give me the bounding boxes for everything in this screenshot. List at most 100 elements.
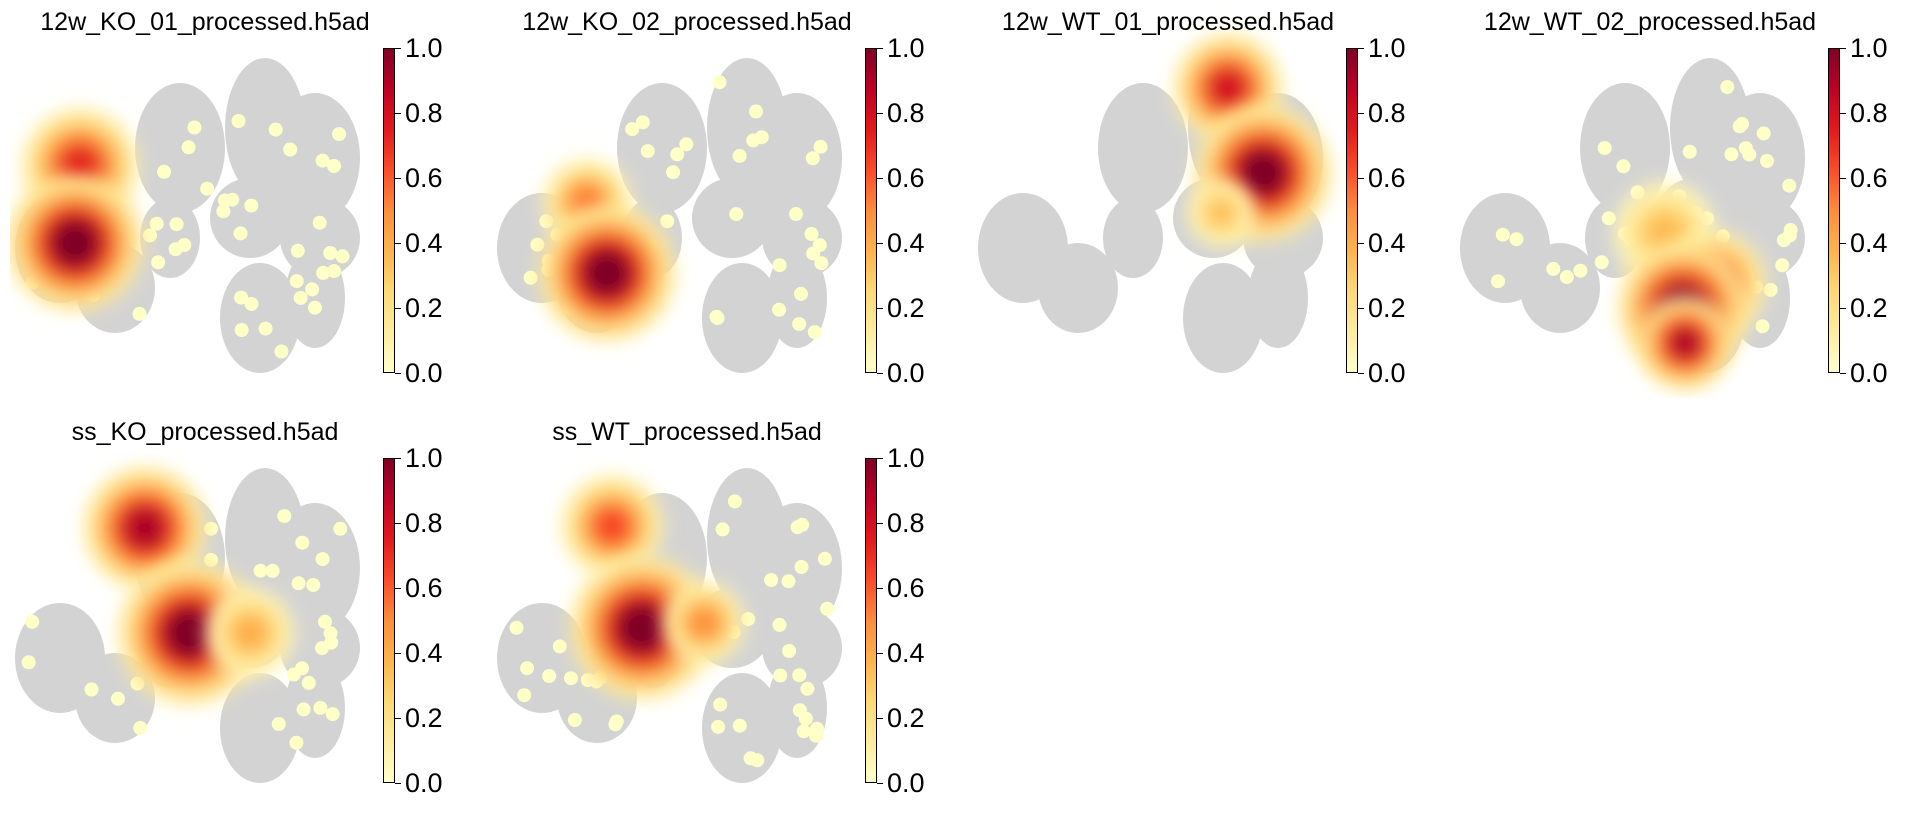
- cell-point: [327, 159, 341, 173]
- cell-point: [1755, 319, 1770, 334]
- colorbar-tick-label: 0.0: [887, 358, 925, 388]
- colorbar-tick-label: 0.8: [1850, 98, 1888, 128]
- colorbar-tick-mark: [1358, 113, 1364, 114]
- cell-point: [265, 563, 280, 578]
- background-cell-cluster: [270, 503, 360, 633]
- umap-panel: 12w_WT_02_processed.h5ad 0.0 0.2 0.4 0.6 0.8 1…: [1455, 8, 1908, 408]
- cell-point: [679, 137, 694, 152]
- cell-point: [764, 573, 779, 587]
- cell-point: [1760, 153, 1774, 168]
- panel-title: 12w_KO_01_processed.h5ad: [40, 8, 370, 36]
- cell-point: [204, 553, 219, 567]
- cell-point: [625, 122, 640, 137]
- cell-point: [1601, 211, 1616, 226]
- background-cell-cluster: [1103, 198, 1163, 278]
- colorbar-tick-label: 1.0: [405, 443, 443, 473]
- colorbar: [383, 48, 395, 373]
- panel-title: 12w_WT_02_processed.h5ad: [1483, 8, 1817, 36]
- cell-point: [732, 718, 747, 733]
- umap-plot: [15, 466, 360, 783]
- cell-point: [807, 325, 822, 340]
- colorbar-tick-mark: [1358, 178, 1364, 179]
- cell-point: [268, 122, 283, 137]
- cell-point: [1682, 144, 1697, 159]
- colorbar-tick-mark: [395, 588, 401, 589]
- colorbar-tick-mark: [1358, 308, 1364, 309]
- cell-point: [181, 140, 196, 155]
- cell-point: [794, 286, 808, 301]
- cell-point: [231, 114, 246, 128]
- colorbar-tick-mark: [877, 523, 883, 524]
- cell-point: [312, 215, 327, 230]
- cell-point: [332, 127, 347, 142]
- cell-point: [564, 671, 578, 686]
- background-cell-cluster: [220, 673, 300, 783]
- cell-point: [301, 675, 316, 690]
- colorbar-tick-label: 1.0: [887, 443, 925, 473]
- cell-point: [796, 724, 811, 739]
- colorbar-tick-mark: [1840, 113, 1846, 114]
- cell-point: [323, 246, 338, 260]
- cell-point: [333, 521, 348, 536]
- cell-point: [794, 560, 809, 574]
- cell-point: [313, 700, 328, 715]
- umap-panel: ss_KO_processed.h5ad 0.0 0.2 0.4 0.6 0.8 1.0: [10, 418, 480, 818]
- cell-point: [1597, 141, 1612, 155]
- cell-point: [1735, 116, 1750, 131]
- cell-point: [746, 133, 761, 148]
- background-cell-cluster: [1098, 83, 1188, 213]
- cell-point: [552, 639, 567, 654]
- panel-title: ss_WT_processed.h5ad: [552, 418, 822, 446]
- cell-point: [25, 614, 40, 629]
- background-cell-cluster: [135, 83, 225, 213]
- cell-point: [509, 620, 524, 635]
- cell-point: [132, 306, 147, 321]
- colorbar-tick-label: 0.0: [887, 768, 925, 798]
- colorbar: [1828, 48, 1840, 373]
- cell-point: [305, 282, 320, 297]
- cell-point: [169, 217, 184, 232]
- background-cell-cluster: [702, 263, 782, 373]
- cell-point: [277, 509, 292, 523]
- cell-point: [804, 227, 819, 241]
- cell-point: [1559, 270, 1574, 284]
- umap-panel: 12w_WT_01_processed.h5ad 0.0 0.2 0.4 0.6 0.8 1…: [973, 8, 1443, 408]
- colorbar-tick-label: 0.6: [405, 163, 443, 193]
- umap-plot: [978, 33, 1331, 373]
- colorbar-tick-mark: [1840, 243, 1846, 244]
- cell-point: [217, 193, 232, 208]
- colorbar-tick-label: 0.2: [1368, 293, 1406, 323]
- cell-point: [318, 614, 332, 629]
- cell-point: [1495, 227, 1510, 242]
- cell-point: [234, 323, 249, 337]
- colorbar-tick-mark: [877, 48, 883, 49]
- cell-point: [1742, 147, 1757, 162]
- colorbar-tick-label: 0.4: [887, 228, 925, 258]
- cell-point: [157, 164, 172, 179]
- colorbar-tick-label: 0.8: [887, 508, 925, 538]
- cell-point: [244, 198, 259, 213]
- colorbar-tick-mark: [877, 458, 883, 459]
- cell-point: [805, 151, 820, 166]
- cell-point: [274, 344, 289, 359]
- cell-point: [1573, 263, 1588, 278]
- cell-point: [200, 181, 215, 196]
- cell-point: [315, 552, 330, 567]
- colorbar-tick-mark: [877, 588, 883, 589]
- cell-point: [727, 494, 742, 509]
- colorbar-tick-mark: [1840, 308, 1846, 309]
- colorbar-tick-mark: [877, 113, 883, 114]
- cell-point: [295, 661, 309, 676]
- background-cell-cluster: [752, 93, 842, 223]
- cell-point: [795, 517, 810, 532]
- cell-point: [792, 317, 807, 332]
- colorbar-tick-label: 0.6: [887, 163, 925, 193]
- cell-point: [216, 204, 231, 219]
- background-cell-cluster: [1183, 263, 1263, 373]
- cell-point: [291, 576, 306, 591]
- cell-point: [307, 300, 322, 315]
- background-cell-cluster: [1248, 248, 1308, 348]
- cell-point: [542, 669, 557, 683]
- cell-point: [660, 214, 675, 229]
- cell-point: [813, 139, 828, 154]
